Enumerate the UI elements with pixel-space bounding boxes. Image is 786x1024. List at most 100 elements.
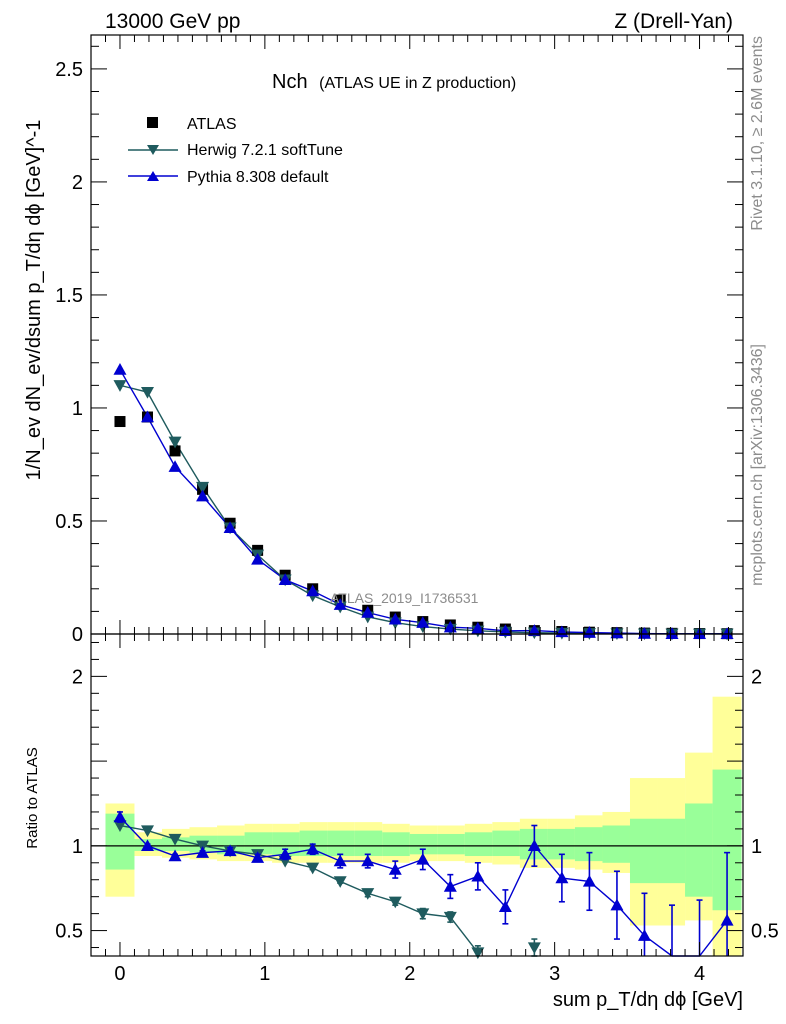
x-tick-label: 1 bbox=[259, 963, 270, 985]
ratio-point-pythia bbox=[113, 810, 127, 823]
ratio-panel-marks bbox=[113, 810, 734, 960]
ratio-point-herwig bbox=[527, 942, 541, 955]
data-point-pythia bbox=[168, 460, 182, 472]
data-point-pythia bbox=[471, 621, 485, 634]
data-point-pythia bbox=[306, 584, 320, 597]
ratio-point-pythia bbox=[196, 846, 210, 858]
ratio-band-inner bbox=[492, 830, 520, 857]
analysis-id: ATLAS_2019_I1736531 bbox=[330, 590, 479, 606]
ratio-point-pythia bbox=[361, 854, 375, 867]
ratio-point-herwig bbox=[416, 908, 430, 921]
ratio-point-herwig bbox=[168, 833, 182, 846]
y-tick-label: 1.5 bbox=[55, 285, 83, 307]
y-tick-label: 2.5 bbox=[55, 59, 83, 81]
rivet-label: Rivet 3.1.10, ≥ 2.6M events bbox=[749, 36, 766, 231]
ratio-point-pythia bbox=[610, 898, 624, 911]
data-point-pythia bbox=[665, 627, 679, 639]
ratio-y-tick-label-right: 2 bbox=[751, 666, 762, 688]
y-tick-label: 2 bbox=[72, 172, 83, 194]
ratio-point-pythia bbox=[582, 874, 596, 887]
data-point-pythia bbox=[223, 521, 237, 533]
ratio-point-pythia bbox=[306, 842, 320, 855]
ratio-band-inner bbox=[629, 818, 658, 884]
legend-marker-atlas bbox=[147, 117, 158, 128]
data-point-pythia bbox=[196, 489, 210, 502]
ratio-band-inner bbox=[464, 832, 493, 857]
data-point-pythia bbox=[720, 627, 734, 640]
ratio-band-inner bbox=[657, 818, 686, 884]
plot-title-sub: (ATLAS UE in Z production) bbox=[319, 75, 516, 92]
ratio-y-tick-label: 2 bbox=[72, 666, 83, 688]
ratio-band-inner bbox=[437, 833, 465, 855]
ratio-point-pythia bbox=[443, 880, 457, 892]
ratio-band-inner bbox=[354, 830, 383, 857]
data-point-herwig bbox=[113, 380, 127, 392]
ratio-point-pythia bbox=[168, 849, 182, 862]
ratio-point-herwig bbox=[471, 947, 485, 960]
data-point-pythia bbox=[361, 606, 375, 618]
ratio-point-pythia bbox=[637, 929, 651, 941]
ratio-point-pythia bbox=[223, 844, 237, 857]
data-point-pythia bbox=[278, 573, 292, 585]
data-point-pythia bbox=[251, 552, 265, 565]
ratio-point-pythia bbox=[498, 900, 512, 913]
ratio-band-inner bbox=[382, 832, 410, 857]
ratio-point-pythia bbox=[471, 869, 485, 882]
ratio-y-tick-label: 0.5 bbox=[55, 921, 83, 943]
x-tick-label: 0 bbox=[114, 963, 125, 985]
y-tick-label: 0 bbox=[72, 624, 83, 646]
data-point-pythia bbox=[610, 626, 624, 639]
ratio-point-herwig bbox=[113, 820, 127, 833]
ratio-band-inner bbox=[327, 830, 355, 857]
legend-label-pythia: Pythia 8.308 default bbox=[187, 169, 329, 186]
axes: 0 1 2 3 4 0 0.5 1 1.5 2 2.5 0.5 0.5 1 1 2 2 bbox=[55, 34, 779, 985]
plot-title: Nch (ATLAS UE in Z production) bbox=[272, 71, 516, 93]
ratio-point-pythia bbox=[278, 847, 292, 860]
y-tick-label: 0.5 bbox=[55, 511, 83, 533]
ratio-point-herwig bbox=[388, 896, 402, 909]
data-point-atlas bbox=[114, 416, 126, 428]
ratio-band-inner bbox=[602, 825, 630, 863]
legend: ATLAS Herwig 7.2.1 softTune Pythia 8.308… bbox=[128, 116, 343, 186]
x-tick-label: 3 bbox=[549, 963, 560, 985]
data-point-herwig bbox=[168, 436, 182, 449]
ratio-point-herwig bbox=[333, 876, 347, 888]
ratio-y-tick-label: 1 bbox=[72, 836, 83, 858]
data-point-atlas bbox=[169, 445, 181, 457]
legend-label-atlas: ATLAS bbox=[187, 116, 237, 133]
data-point-pythia bbox=[388, 612, 402, 625]
data-point-pythia bbox=[498, 624, 512, 637]
ratio-band-inner bbox=[272, 832, 300, 857]
data-point-pythia bbox=[527, 624, 541, 636]
ratio-point-herwig bbox=[306, 862, 320, 875]
ratio-point-herwig bbox=[361, 888, 375, 900]
data-point-pythia bbox=[582, 626, 596, 638]
legend-label-herwig: Herwig 7.2.1 softTune bbox=[187, 142, 343, 159]
data-point-herwig bbox=[141, 386, 155, 399]
data-point-pythia bbox=[113, 363, 127, 375]
x-axis-label: sum p_T/dη dϕ [GeV] bbox=[553, 989, 743, 1011]
ratio-y-tick-label-right: 1 bbox=[751, 836, 762, 858]
ratio-point-herwig bbox=[443, 911, 457, 924]
header-left: 13000 GeV pp bbox=[105, 10, 240, 33]
ratio-point-pythia bbox=[141, 839, 155, 852]
ratio-point-herwig bbox=[141, 825, 155, 838]
data-point-pythia bbox=[333, 598, 347, 610]
data-point-pythia bbox=[416, 616, 430, 628]
x-tick-label: 4 bbox=[694, 963, 705, 985]
ratio-point-pythia bbox=[555, 871, 569, 884]
ratio-point-pythia bbox=[333, 854, 347, 867]
legend-marker-pythia bbox=[147, 171, 159, 181]
mcplots-label: mcplots.cern.ch [arXiv:1306.3436] bbox=[749, 344, 766, 586]
ratio-point-pythia bbox=[527, 839, 541, 852]
ratio-y-tick-label-right: 0.5 bbox=[751, 921, 779, 943]
ratio-point-pythia bbox=[416, 852, 430, 865]
ratio-band-inner bbox=[685, 803, 713, 897]
data-point-herwig bbox=[196, 481, 210, 494]
ratio-point-pythia bbox=[720, 913, 734, 926]
plot-title-main: Nch bbox=[272, 71, 308, 93]
ratio-point-pythia bbox=[251, 851, 265, 863]
ratio-y-axis-label: Ratio to ATLAS bbox=[24, 747, 41, 848]
ratio-band-inner bbox=[244, 832, 273, 855]
